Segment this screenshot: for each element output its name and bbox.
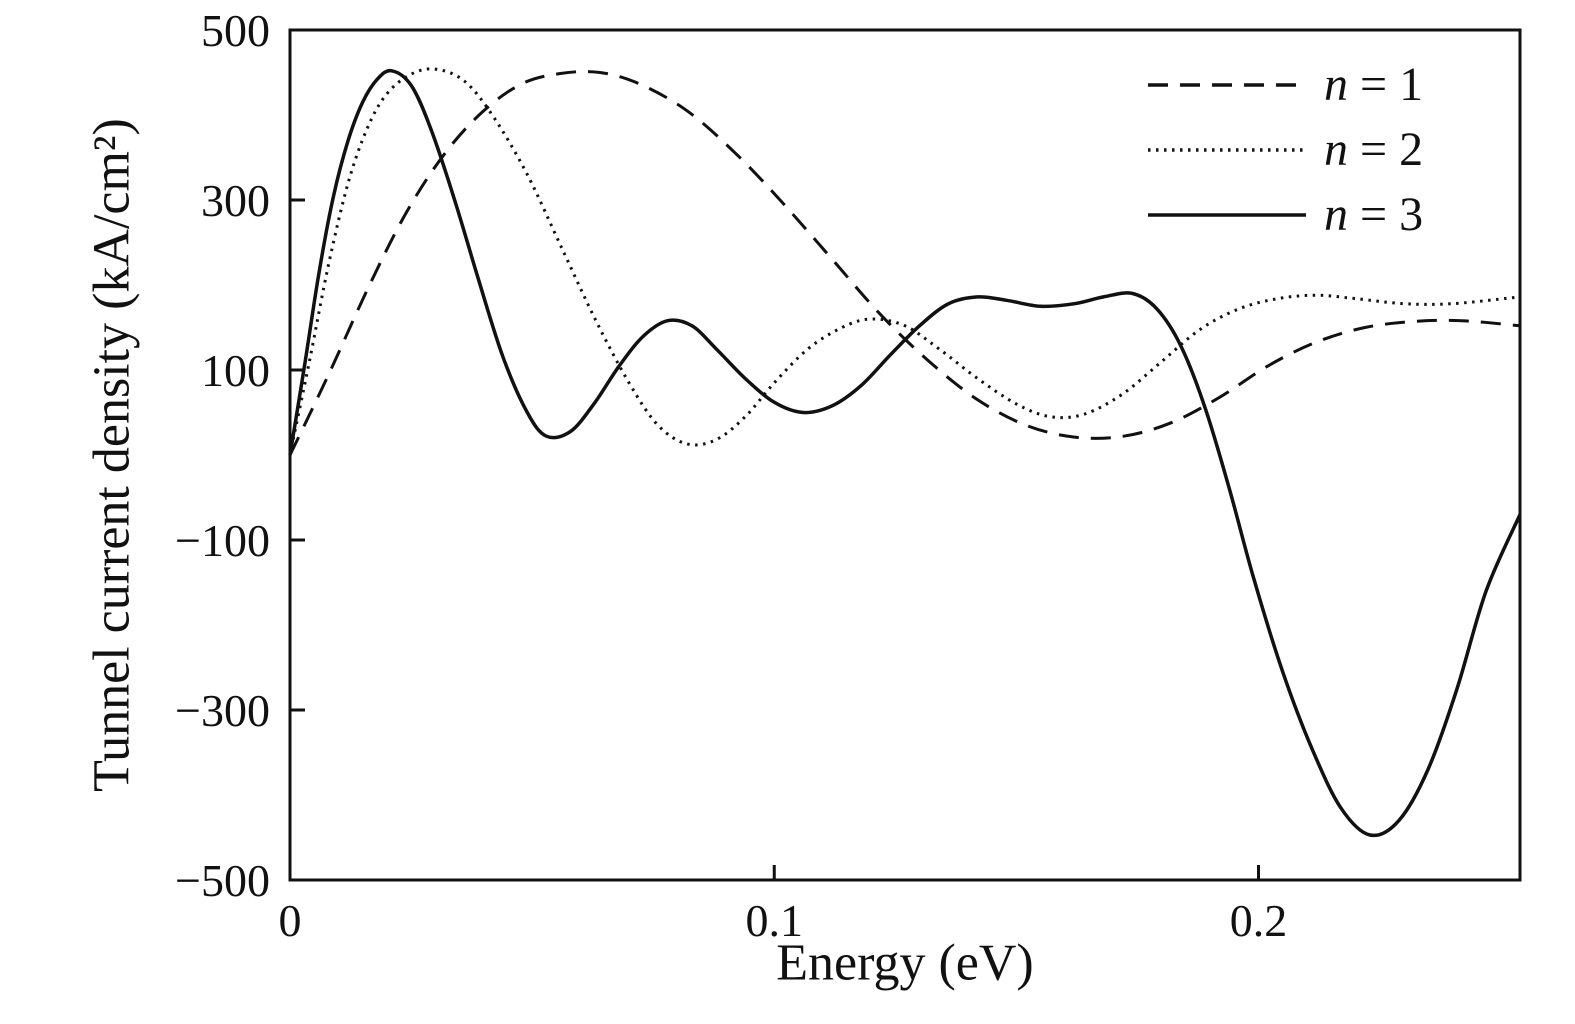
legend-item-n2: n = 2 <box>1148 117 1423 182</box>
y-tick-label: −100 <box>175 515 270 566</box>
legend-value-n2: = 2 <box>1348 123 1424 176</box>
x-tick-label: 0.1 <box>746 895 804 946</box>
legend-label-n1: n = 1 <box>1324 57 1423 112</box>
legend-line-solid <box>1148 212 1306 217</box>
y-tick-label: −300 <box>175 685 270 736</box>
y-tick-label: 300 <box>201 175 270 226</box>
legend: n = 1 n = 2 n = 3 <box>1148 52 1423 247</box>
x-tick-label: 0 <box>279 895 302 946</box>
curve-n2 <box>288 67 1521 456</box>
legend-var-n2: n <box>1324 123 1348 176</box>
legend-value-n1: = 1 <box>1348 58 1424 111</box>
y-tick-label: 500 <box>201 5 270 56</box>
legend-line-dashed <box>1148 82 1306 87</box>
legend-item-n1: n = 1 <box>1148 52 1423 117</box>
legend-label-n2: n = 2 <box>1324 122 1423 177</box>
legend-value-n3: = 3 <box>1348 188 1424 241</box>
legend-var-n1: n <box>1324 58 1348 111</box>
y-tick-label: −500 <box>175 855 270 906</box>
legend-label-n3: n = 3 <box>1324 187 1423 242</box>
y-tick-label: 100 <box>201 345 270 396</box>
curve-n1 <box>288 70 1521 456</box>
legend-var-n3: n <box>1324 188 1348 241</box>
x-axis-label: Energy (eV) <box>776 934 1034 992</box>
legend-line-dotted <box>1148 147 1306 152</box>
curve-n3 <box>288 68 1522 838</box>
legend-item-n3: n = 3 <box>1148 182 1423 247</box>
x-tick-label: 0.2 <box>1230 895 1288 946</box>
y-axis-label: Tunnel current density (kA/cm²) <box>83 118 141 792</box>
